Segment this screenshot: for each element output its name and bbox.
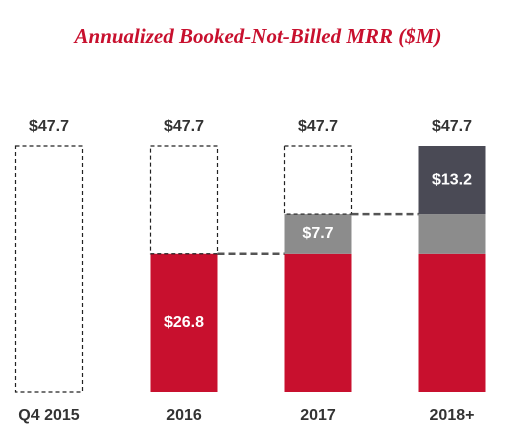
bar-segment: [284, 253, 352, 392]
remaining-outline: [283, 145, 353, 215]
chart-title: Annualized Booked-Not-Billed MRR ($M): [73, 24, 442, 48]
remaining-outline: [149, 145, 219, 255]
bar-segment: [418, 253, 486, 392]
x-tick-label: 2017: [300, 407, 336, 424]
value-label: $13.2: [432, 171, 472, 188]
remaining-outline: [14, 145, 84, 393]
bar-segment: [150, 253, 218, 392]
value-label: $7.7: [302, 225, 333, 242]
total-label: $47.7: [164, 118, 204, 135]
x-tick-label: 2018+: [430, 407, 475, 424]
bar-segment: [418, 214, 486, 254]
total-label: $47.7: [298, 118, 338, 135]
value-label: $26.8: [164, 314, 204, 331]
total-label: $47.7: [29, 118, 69, 135]
total-label: $47.7: [432, 118, 472, 135]
bar-segment: [418, 146, 486, 215]
bar-segment: [284, 214, 352, 254]
x-tick-label: 2016: [166, 407, 202, 424]
x-tick-label: Q4 2015: [18, 407, 79, 424]
